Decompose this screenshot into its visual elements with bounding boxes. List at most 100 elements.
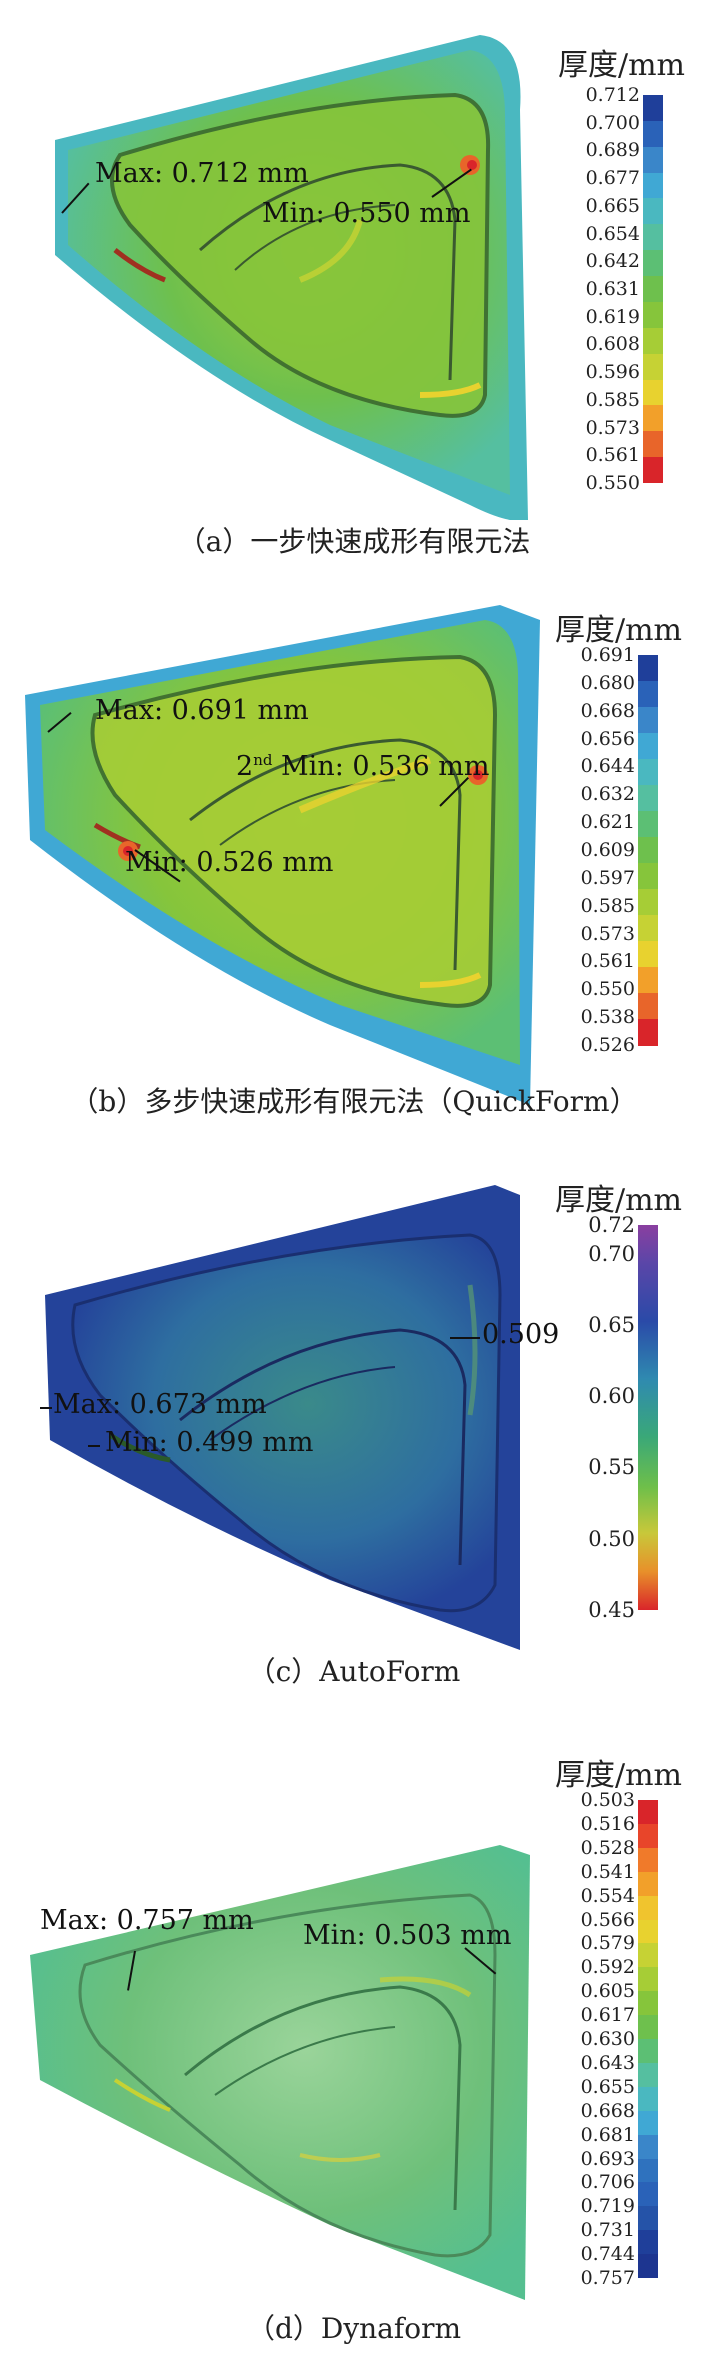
color-scale-tick-label: 0.503 bbox=[580, 1789, 635, 1811]
thickness-contour-part-c bbox=[45, 1185, 520, 1650]
color-scale-segment bbox=[638, 2062, 658, 2088]
panel-c: Max: 0.673 mm Min: 0.499 mm 0.509 厚度/mm … bbox=[0, 1155, 708, 1725]
color-scale-tick-label: 0.665 bbox=[585, 194, 640, 217]
color-scale-tick-label: 0.654 bbox=[585, 222, 640, 245]
color-scale-tick-label: 0.561 bbox=[580, 950, 635, 973]
color-scale-tick-label: 0.643 bbox=[580, 2051, 635, 2074]
color-scale-segment bbox=[643, 224, 663, 251]
color-scale-tick-label: 0.45 bbox=[588, 1598, 635, 1622]
color-scale-ticks: 0.72 0.70 0.65 0.60 0.55 0.50 0.45 bbox=[565, 1215, 635, 1621]
thickness-unit-label: 厚度/mm bbox=[555, 1758, 683, 1793]
color-scale-segment bbox=[638, 2039, 658, 2064]
color-scale-segment bbox=[638, 1823, 658, 1849]
color-scale-tick-label: 0.656 bbox=[580, 727, 635, 750]
color-scale-tick-label: 0.644 bbox=[580, 755, 635, 778]
min-thickness-label: Min: 0.526 mm bbox=[125, 847, 334, 878]
color-scale-segment bbox=[638, 1019, 658, 1046]
color-scale-tick-label: 0.681 bbox=[580, 2123, 635, 2146]
color-scale-tick-label: 0.680 bbox=[580, 671, 635, 694]
color-scale-segment bbox=[638, 993, 658, 1020]
color-scale-tick-label: 0.72 bbox=[588, 1213, 635, 1237]
local-min-leader-line bbox=[450, 1337, 480, 1339]
color-scale-segment bbox=[638, 2015, 658, 2040]
thickness-contour-part-b bbox=[25, 605, 540, 1105]
color-scale-tick-label: 0.632 bbox=[580, 783, 635, 806]
color-scale-segment bbox=[638, 1967, 658, 1992]
second-min-thickness-label: 2nd Min: 0.536 mm bbox=[236, 751, 490, 782]
color-scale-tick-label: 0.579 bbox=[580, 1932, 635, 1955]
color-scale-tick-label: 0.538 bbox=[580, 1006, 635, 1029]
color-scale-tick-label: 0.706 bbox=[580, 2171, 635, 2194]
color-scale-tick-label: 0.585 bbox=[585, 388, 640, 411]
color-scale-ticks: 0.691 0.680 0.668 0.656 0.644 0.632 0.621 0.609… bbox=[565, 646, 635, 1055]
color-scale-bar bbox=[638, 655, 658, 1046]
color-scale-segment bbox=[643, 327, 663, 355]
color-scale-tick-label: 0.621 bbox=[580, 811, 635, 834]
color-scale-segment bbox=[638, 863, 658, 890]
color-scale-tick-label: 0.528 bbox=[580, 1836, 635, 1859]
color-scale-segment bbox=[638, 2230, 658, 2255]
color-scale-segment bbox=[638, 1847, 658, 1873]
color-scale-tick-label: 0.689 bbox=[585, 139, 640, 162]
color-scale-tick-label: 0.693 bbox=[580, 2147, 635, 2170]
panel-d: Max: 0.757 mm Min: 0.503 mm 厚度/mm 0.503 0… bbox=[0, 1725, 708, 2365]
min-thickness-label: Min: 0.503 mm bbox=[303, 1920, 512, 1951]
color-scale-segment bbox=[638, 2086, 658, 2112]
color-scale-tick-label: 0.65 bbox=[588, 1312, 635, 1337]
thickness-unit-label: 厚度/mm bbox=[558, 48, 686, 83]
color-scale-tick-label: 0.691 bbox=[580, 644, 635, 666]
color-scale-segment bbox=[638, 1991, 658, 2016]
color-scale-segment bbox=[638, 707, 658, 734]
color-scale-tick-label: 0.541 bbox=[580, 1860, 635, 1883]
color-scale-tick-label: 0.550 bbox=[580, 978, 635, 1001]
color-scale-tick-label: 0.655 bbox=[580, 2075, 635, 2098]
max-thickness-label: Max: 0.691 mm bbox=[95, 695, 309, 726]
color-scale-segment bbox=[638, 2110, 658, 2136]
color-scale-tick-label: 0.712 bbox=[585, 84, 640, 106]
color-scale-tick-label: 0.60 bbox=[588, 1384, 635, 1409]
color-scale-segment bbox=[638, 915, 658, 942]
color-scale-tick-label: 0.550 bbox=[585, 472, 640, 494]
color-scale-ticks: 0.503 0.516 0.528 0.541 0.554 0.566 0.579 0.592… bbox=[565, 1791, 635, 2288]
color-scale-tick-label: 0.642 bbox=[585, 250, 640, 273]
color-scale-bar bbox=[643, 95, 663, 484]
color-scale-segment bbox=[643, 172, 663, 199]
local-min-label: 0.509 bbox=[482, 1319, 560, 1350]
color-scale-tick-label: 0.592 bbox=[580, 1956, 635, 1979]
max-thickness-label: Max: 0.757 mm bbox=[40, 1905, 254, 1936]
color-scale-segment bbox=[643, 95, 663, 122]
color-scale-segment bbox=[638, 1895, 658, 1920]
color-scale-segment bbox=[638, 2182, 658, 2207]
panel-b: Max: 0.691 mm 2nd Min: 0.536 mm Min: 0.5… bbox=[0, 585, 708, 1155]
color-scale-segment bbox=[638, 889, 658, 916]
color-scale-tick-label: 0.554 bbox=[580, 1884, 635, 1907]
color-scale-tick-label: 0.677 bbox=[585, 167, 640, 190]
color-scale-segment bbox=[643, 431, 663, 458]
color-scale-tick-label: 0.55 bbox=[588, 1455, 635, 1480]
color-scale-tick-label: 0.619 bbox=[585, 305, 640, 328]
color-scale-tick-label: 0.757 bbox=[580, 2267, 635, 2289]
color-scale-tick-label: 0.744 bbox=[580, 2243, 635, 2266]
color-scale-segment bbox=[638, 733, 658, 760]
color-scale-bar bbox=[638, 1800, 658, 2279]
min-thickness-label: Min: 0.550 mm bbox=[262, 198, 471, 229]
color-scale-segment bbox=[638, 811, 658, 838]
color-scale-segment bbox=[638, 1919, 658, 1944]
min-leader-line bbox=[88, 1445, 100, 1447]
color-scale-tick-label: 0.700 bbox=[585, 111, 640, 134]
color-scale-segment bbox=[643, 198, 663, 225]
color-scale-segment bbox=[638, 1800, 658, 1825]
color-scale-tick-label: 0.609 bbox=[580, 839, 635, 861]
color-scale-segment bbox=[638, 837, 658, 864]
panel-caption: （c）AutoForm bbox=[247, 1655, 461, 1688]
max-thickness-label: Max: 0.712 mm bbox=[95, 158, 309, 189]
color-scale-tick-label: 0.731 bbox=[580, 2219, 635, 2242]
color-scale-segment bbox=[638, 759, 658, 786]
color-scale-tick-label: 0.605 bbox=[580, 1980, 635, 2003]
color-scale-tick-label: 0.719 bbox=[580, 2195, 635, 2218]
color-scale-tick-label: 0.597 bbox=[580, 866, 635, 889]
panel-caption: （b）多步快速成形有限元法（QuickForm） bbox=[70, 1085, 638, 1118]
color-scale-segment bbox=[643, 276, 663, 303]
color-scale-tick-label: 0.516 bbox=[580, 1812, 635, 1835]
color-scale-segment bbox=[643, 120, 663, 148]
